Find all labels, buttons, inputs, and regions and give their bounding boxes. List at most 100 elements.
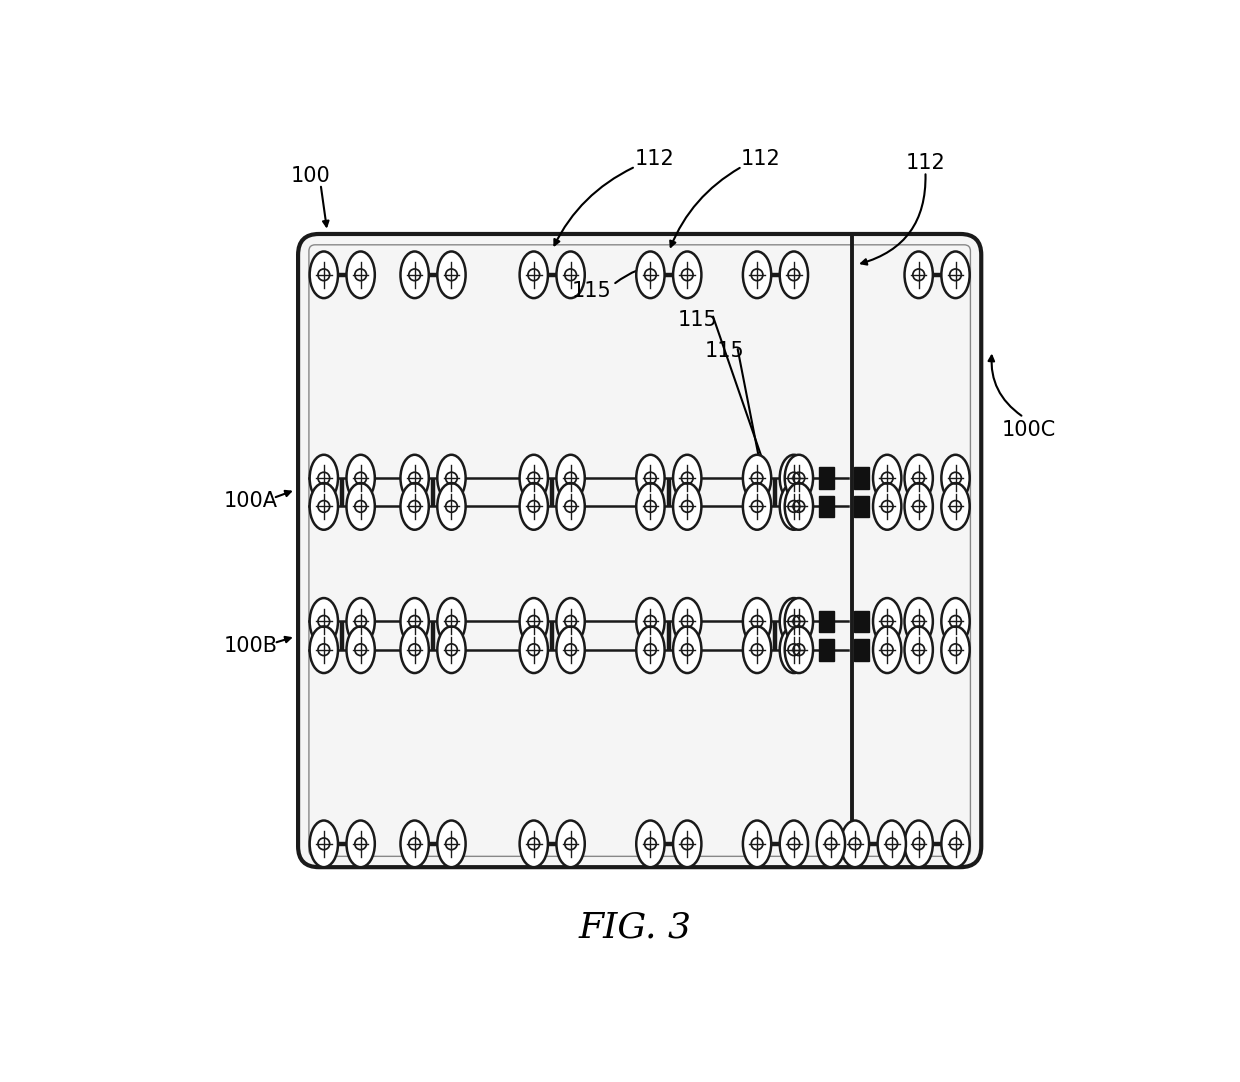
Text: 100B: 100B [223,636,278,657]
Ellipse shape [310,598,339,645]
Ellipse shape [520,251,548,299]
Ellipse shape [785,626,813,673]
Ellipse shape [873,626,901,673]
Ellipse shape [401,483,429,530]
Ellipse shape [520,626,548,673]
Ellipse shape [941,820,970,867]
Ellipse shape [401,820,429,867]
Ellipse shape [346,820,374,867]
Ellipse shape [785,454,813,501]
Ellipse shape [878,820,906,867]
Ellipse shape [346,598,374,645]
Text: 115: 115 [704,342,744,361]
Ellipse shape [346,251,374,299]
Ellipse shape [520,454,548,501]
Ellipse shape [743,454,771,501]
Ellipse shape [743,626,771,673]
Ellipse shape [438,598,466,645]
Ellipse shape [873,483,901,530]
Ellipse shape [904,251,932,299]
Ellipse shape [785,598,813,645]
Ellipse shape [673,820,702,867]
Bar [854,638,869,660]
Text: FIG. 3: FIG. 3 [579,911,692,945]
Bar [818,610,833,632]
Text: 100C: 100C [1002,420,1056,439]
Bar [818,467,833,489]
Ellipse shape [780,483,808,530]
Ellipse shape [310,626,339,673]
Ellipse shape [780,251,808,299]
Ellipse shape [310,483,339,530]
Ellipse shape [817,820,844,867]
Ellipse shape [557,820,585,867]
Ellipse shape [636,251,665,299]
Ellipse shape [780,454,808,501]
Ellipse shape [310,251,339,299]
Text: 112: 112 [905,154,945,173]
Ellipse shape [673,626,702,673]
Ellipse shape [785,483,813,530]
Ellipse shape [743,483,771,530]
Ellipse shape [636,626,665,673]
Ellipse shape [673,483,702,530]
Ellipse shape [557,483,585,530]
Ellipse shape [310,454,339,501]
Text: 115: 115 [677,309,717,330]
Bar [854,610,869,632]
Ellipse shape [673,454,702,501]
Ellipse shape [438,251,466,299]
Ellipse shape [941,626,970,673]
Ellipse shape [520,820,548,867]
Ellipse shape [873,454,901,501]
FancyBboxPatch shape [298,234,981,867]
Ellipse shape [557,598,585,645]
Ellipse shape [743,251,771,299]
Ellipse shape [438,820,466,867]
Ellipse shape [941,598,970,645]
Text: 115: 115 [572,281,611,302]
Ellipse shape [346,626,374,673]
Ellipse shape [636,454,665,501]
Ellipse shape [520,483,548,530]
Ellipse shape [636,598,665,645]
Text: 112: 112 [740,149,780,169]
Ellipse shape [904,626,932,673]
Ellipse shape [557,454,585,501]
Ellipse shape [904,820,932,867]
Ellipse shape [941,483,970,530]
Ellipse shape [780,598,808,645]
Ellipse shape [438,626,466,673]
Ellipse shape [780,820,808,867]
Ellipse shape [873,598,901,645]
Ellipse shape [557,251,585,299]
Ellipse shape [904,598,932,645]
Ellipse shape [941,454,970,501]
Ellipse shape [438,483,466,530]
Ellipse shape [673,598,702,645]
Bar [818,496,833,517]
Ellipse shape [310,820,339,867]
Text: 100A: 100A [223,490,278,511]
Bar [854,496,869,517]
Ellipse shape [904,454,932,501]
Ellipse shape [401,626,429,673]
Ellipse shape [401,251,429,299]
Ellipse shape [743,598,771,645]
Ellipse shape [780,626,808,673]
Ellipse shape [941,251,970,299]
Ellipse shape [520,598,548,645]
Ellipse shape [557,626,585,673]
Ellipse shape [841,820,869,867]
Bar [854,467,869,489]
Ellipse shape [346,483,374,530]
Ellipse shape [401,598,429,645]
Ellipse shape [743,820,771,867]
Ellipse shape [346,454,374,501]
Ellipse shape [636,820,665,867]
Ellipse shape [636,483,665,530]
Text: 112: 112 [635,149,675,169]
Ellipse shape [438,454,466,501]
Ellipse shape [673,251,702,299]
Ellipse shape [904,483,932,530]
